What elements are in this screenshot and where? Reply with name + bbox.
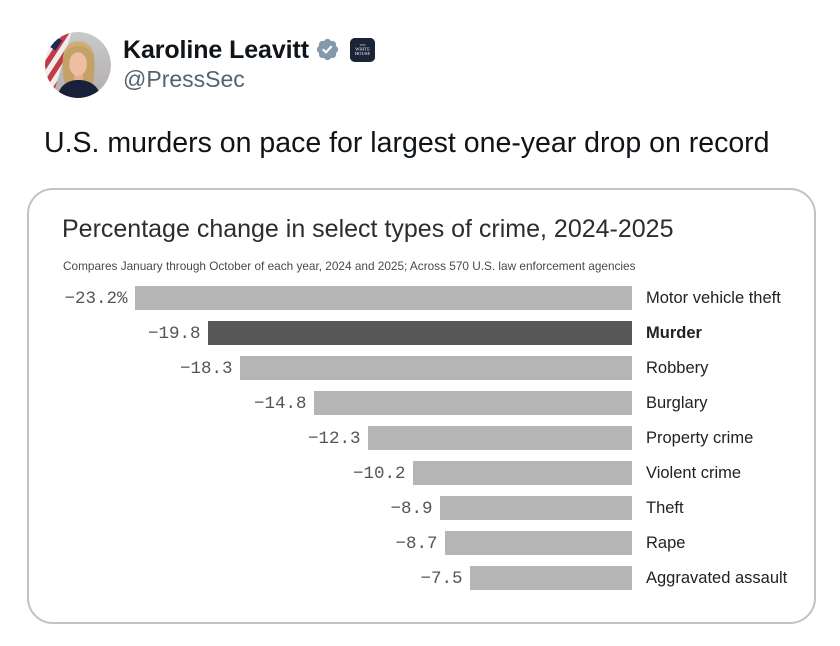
svg-text:THE: THE [360,43,366,47]
svg-text:WHITE: WHITE [355,47,370,52]
svg-text:HOUSE: HOUSE [355,51,371,56]
